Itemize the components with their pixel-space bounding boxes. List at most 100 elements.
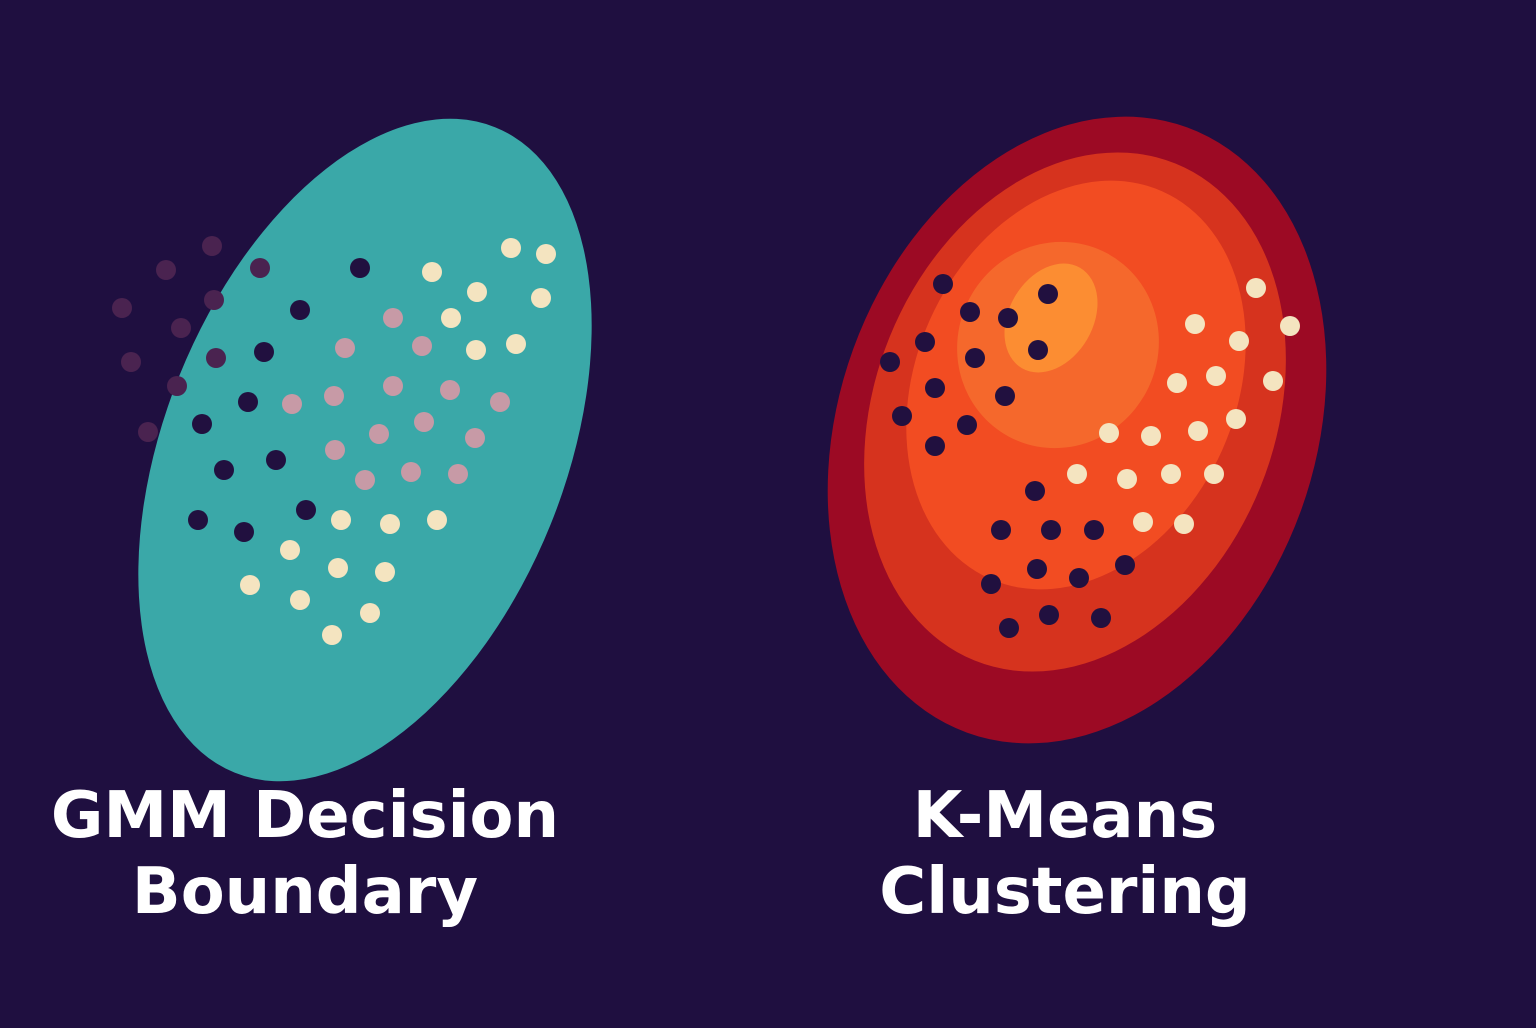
kmeans-point-light — [1204, 464, 1224, 484]
kmeans-point-dark — [925, 378, 945, 398]
kmeans-point-dark — [991, 520, 1011, 540]
kmeans-caption-line2: Clustering — [879, 855, 1251, 929]
kmeans-point-dark — [957, 415, 977, 435]
gmm-point-light — [360, 603, 380, 623]
gmm-point-light — [331, 510, 351, 530]
gmm-point-dark — [192, 414, 212, 434]
gmm-point-faded — [202, 236, 222, 256]
gmm-point-light — [328, 558, 348, 578]
gmm-point-mauve — [383, 308, 403, 328]
gmm-point-mauve — [335, 338, 355, 358]
kmeans-point-dark — [892, 406, 912, 426]
gmm-point-mauve — [440, 380, 460, 400]
kmeans-point-light — [1099, 423, 1119, 443]
gmm-point-mauve — [369, 424, 389, 444]
kmeans-point-dark — [995, 386, 1015, 406]
gmm-point-dark — [350, 258, 370, 278]
gmm-point-mauve — [383, 376, 403, 396]
gmm-point-light — [322, 625, 342, 645]
gmm-point-light — [240, 575, 260, 595]
gmm-point-light — [375, 562, 395, 582]
gmm-point-dark — [188, 510, 208, 530]
kmeans-point-light — [1141, 426, 1161, 446]
kmeans-point-dark — [960, 302, 980, 322]
gmm-point-mauve — [282, 394, 302, 414]
gmm-point-light — [427, 510, 447, 530]
kmeans-points — [880, 274, 1300, 638]
kmeans-ring-5 — [1004, 263, 1098, 373]
gmm-point-faded — [112, 298, 132, 318]
kmeans-point-dark — [925, 436, 945, 456]
gmm-caption-line2: Boundary — [131, 855, 479, 929]
gmm-point-light — [380, 514, 400, 534]
kmeans-point-dark — [1028, 340, 1048, 360]
gmm-point-light — [467, 282, 487, 302]
gmm-point-faded — [156, 260, 176, 280]
kmeans-point-dark — [1084, 520, 1104, 540]
kmeans-point-dark — [880, 352, 900, 372]
kmeans-point-dark — [1039, 605, 1059, 625]
gmm-point-faded — [171, 318, 191, 338]
kmeans-point-light — [1161, 464, 1181, 484]
gmm-point-faded — [250, 258, 270, 278]
gmm-point-mauve — [325, 440, 345, 460]
gmm-point-mauve — [414, 412, 434, 432]
gmm-point-light — [501, 238, 521, 258]
gmm-point-light — [506, 334, 526, 354]
kmeans-point-light — [1117, 469, 1137, 489]
gmm-panel — [112, 118, 592, 782]
gmm-point-dark — [214, 460, 234, 480]
gmm-point-mauve — [355, 470, 375, 490]
gmm-point-light — [536, 244, 556, 264]
kmeans-point-light — [1167, 373, 1187, 393]
gmm-point-faded — [138, 422, 158, 442]
gmm-point-dark — [238, 392, 258, 412]
kmeans-point-light — [1280, 316, 1300, 336]
gmm-point-light — [422, 262, 442, 282]
kmeans-point-light — [1246, 278, 1266, 298]
kmeans-point-light — [1206, 366, 1226, 386]
gmm-point-mauve — [448, 464, 468, 484]
gmm-point-faded — [206, 348, 226, 368]
kmeans-point-dark — [915, 332, 935, 352]
kmeans-point-dark — [1025, 481, 1045, 501]
gmm-points — [112, 236, 556, 645]
kmeans-point-light — [1174, 514, 1194, 534]
gmm-point-dark — [296, 500, 316, 520]
kmeans-density-rings — [827, 116, 1327, 744]
gmm-point-mauve — [412, 336, 432, 356]
kmeans-point-dark — [965, 348, 985, 368]
kmeans-point-dark — [1027, 559, 1047, 579]
gmm-point-light — [441, 308, 461, 328]
kmeans-point-light — [1226, 409, 1246, 429]
kmeans-point-dark — [1091, 608, 1111, 628]
kmeans-point-dark — [981, 574, 1001, 594]
gmm-point-mauve — [324, 386, 344, 406]
kmeans-point-light — [1067, 464, 1087, 484]
gmm-point-dark — [290, 300, 310, 320]
kmeans-point-light — [1263, 371, 1283, 391]
gmm-caption: GMM Decision Boundary — [20, 778, 590, 930]
kmeans-caption: K-Means Clustering — [790, 778, 1340, 930]
kmeans-caption-line1: K-Means — [912, 779, 1218, 853]
gmm-point-light — [290, 590, 310, 610]
kmeans-point-dark — [1069, 568, 1089, 588]
gmm-point-dark — [266, 450, 286, 470]
gmm-point-faded — [121, 352, 141, 372]
kmeans-point-light — [1188, 421, 1208, 441]
kmeans-point-light — [1185, 314, 1205, 334]
kmeans-point-dark — [933, 274, 953, 294]
kmeans-point-dark — [1115, 555, 1135, 575]
gmm-point-mauve — [465, 428, 485, 448]
gmm-caption-line1: GMM Decision — [50, 779, 560, 853]
kmeans-point-dark — [999, 618, 1019, 638]
gmm-point-dark — [254, 342, 274, 362]
gmm-point-light — [466, 340, 486, 360]
kmeans-point-dark — [998, 308, 1018, 328]
gmm-point-dark — [234, 522, 254, 542]
gmm-point-mauve — [490, 392, 510, 412]
kmeans-point-dark — [1041, 520, 1061, 540]
gmm-decision-ellipse — [138, 118, 592, 782]
kmeans-point-dark — [1038, 284, 1058, 304]
